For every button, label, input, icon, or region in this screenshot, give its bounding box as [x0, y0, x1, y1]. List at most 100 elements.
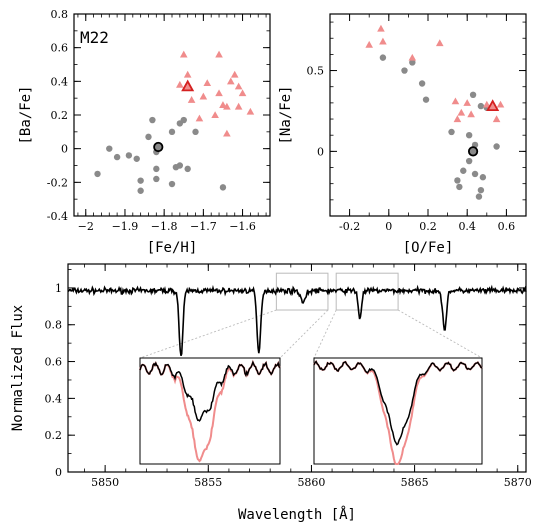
panel-spectrum-x-title: Wavelength [Å] — [238, 506, 356, 523]
panel-ba-fe-y-title: [Ba/Fe] — [18, 85, 34, 144]
x-tick-label: 5855 — [194, 476, 222, 489]
cluster-label: M22 — [80, 28, 109, 47]
data-point-circle — [180, 116, 187, 124]
y-tick-label: 0 — [317, 145, 324, 158]
inset-frame — [313, 357, 483, 465]
data-point-circle — [133, 155, 140, 162]
x-tick-label: -0.2 — [339, 220, 360, 233]
data-point-triangle — [408, 53, 417, 61]
data-point-triangle — [179, 50, 188, 58]
data-point-circle — [106, 145, 113, 152]
panel-spectrum: 5850 5855 5860 5865 5870 0 0.2 0.4 0.6 0.8 1 Wavel… — [10, 263, 532, 523]
data-point-triangle — [453, 115, 462, 123]
data-point-triangle — [219, 101, 227, 108]
panel-spectrum-frame — [67, 263, 527, 473]
data-point-triangle — [211, 111, 219, 119]
data-point-circle — [192, 128, 199, 136]
x-tick-label: 5865 — [401, 476, 429, 489]
y-tick-label: 0.6 — [51, 42, 69, 55]
data-point-triangle — [215, 89, 223, 97]
data-point-triangle — [223, 129, 231, 137]
inset-panel — [313, 357, 483, 465]
x-tick-label: 5860 — [297, 476, 325, 489]
y-tick-label: -0.4 — [47, 210, 68, 223]
data-point-triangle — [234, 102, 243, 110]
data-point-circle — [454, 177, 461, 184]
data-point-triangle — [377, 24, 385, 32]
data-point-circle — [460, 167, 467, 174]
highlighted-star-circle — [153, 141, 164, 153]
x-tick-label: −1.6 — [229, 220, 256, 233]
inset-panel — [139, 357, 281, 465]
data-point-circle — [137, 177, 144, 184]
data-point-triangle — [246, 107, 255, 115]
data-point-circle — [168, 128, 176, 136]
data-point-triangle — [483, 100, 491, 108]
inset-frame — [139, 357, 281, 465]
data-point-circle — [409, 59, 416, 66]
zoom-connector — [397, 309, 483, 359]
y-tick-label: 0.4 — [45, 392, 63, 405]
y-tick-label: 0.4 — [51, 75, 69, 88]
data-point-triangle — [195, 114, 204, 122]
data-point-circle — [422, 96, 430, 103]
data-point-circle — [469, 91, 477, 99]
inset-line-observed — [313, 360, 483, 446]
data-point-circle — [477, 186, 485, 194]
data-point-triangle — [496, 100, 505, 108]
y-tick-label: 0 — [55, 466, 62, 479]
highlighted-star-triangle — [181, 79, 195, 92]
data-point-circle — [137, 187, 144, 194]
data-point-triangle — [183, 70, 192, 78]
data-point-triangle — [238, 89, 247, 97]
data-point-circle — [379, 54, 387, 61]
x-tick-label: 0.2 — [419, 220, 437, 233]
data-point-triangle — [463, 99, 471, 106]
panel-na-fe: -0.2 0 0.2 0.4 0.6 0 0.5 [O/Fe] [Na/Fe] — [278, 13, 527, 256]
data-point-triangle — [379, 37, 387, 45]
x-tick-label: 5870 — [504, 476, 532, 489]
data-point-triangle — [451, 97, 460, 105]
panel-na-fe-frame — [329, 13, 527, 217]
data-point-circle — [477, 102, 485, 110]
data-point-circle — [94, 170, 101, 178]
data-point-triangle — [234, 82, 243, 90]
panel-na-fe-y-title: [Na/Fe] — [278, 85, 294, 144]
y-tick-label: 0.2 — [45, 429, 63, 442]
data-point-triangle — [435, 39, 444, 47]
highlighted-star-triangle — [486, 99, 500, 112]
x-tick-label: −2 — [78, 220, 94, 233]
data-point-circle — [113, 153, 121, 161]
data-point-circle — [418, 80, 426, 87]
y-tick-label: 0.6 — [45, 356, 63, 369]
data-point-circle — [471, 170, 479, 178]
data-point-circle — [125, 152, 133, 159]
y-tick-label: -0.2 — [47, 176, 68, 189]
data-point-triangle — [230, 70, 239, 78]
y-tick-label: 0.8 — [51, 8, 69, 21]
data-point-circle — [153, 175, 160, 183]
data-point-circle — [493, 143, 500, 150]
data-point-circle — [475, 193, 483, 200]
zoom-connector — [313, 309, 337, 359]
panel-ba-fe: −2 −1.9 −1.8 −1.7 −1.6-0.4-0.200.20.40.60.8 … — [18, 8, 271, 256]
data-point-triangle — [365, 40, 373, 48]
data-point-circle — [176, 162, 184, 169]
data-point-triangle — [199, 92, 208, 100]
spectrum-line — [67, 284, 527, 357]
data-point-triangle — [203, 79, 212, 87]
data-point-triangle — [176, 80, 184, 88]
data-point-circle — [465, 157, 473, 165]
panel-na-fe-x-title: [O/Fe] — [403, 240, 454, 256]
data-point-circle — [153, 165, 160, 173]
data-point-circle — [145, 133, 152, 141]
data-point-triangle — [227, 77, 235, 85]
panel-spectrum-y-title: Normalized Flux — [10, 305, 26, 431]
data-point-circle — [401, 67, 408, 74]
inset-line-observed — [139, 360, 281, 422]
data-point-circle — [149, 116, 156, 124]
data-point-triangle — [467, 110, 475, 118]
y-tick-label: 0.5 — [307, 65, 325, 78]
y-tick-label: 0.8 — [45, 319, 63, 332]
